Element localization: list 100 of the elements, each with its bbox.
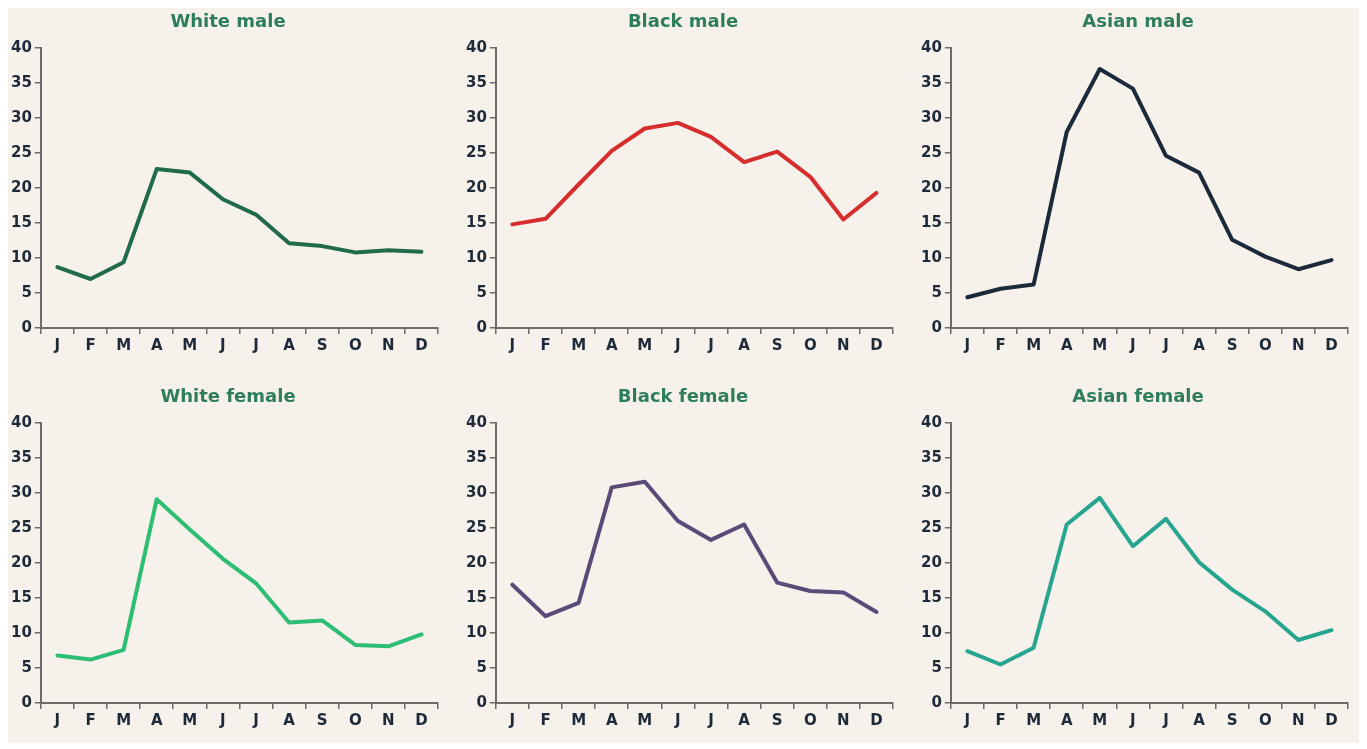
x-tick-label: A xyxy=(1060,335,1073,354)
x-tick-label: S xyxy=(316,710,328,729)
x-tick-label: M xyxy=(116,335,132,354)
y-tick-label: 25 xyxy=(921,142,942,161)
y-tick-label: 20 xyxy=(921,177,942,196)
y-tick-label: 40 xyxy=(921,412,942,431)
chart-title: Asian male xyxy=(1082,10,1194,33)
x-tick-label: A xyxy=(605,710,618,729)
x-tick-label: M xyxy=(1026,335,1042,354)
x-tick-label: O xyxy=(348,335,362,354)
x-tick-label: M xyxy=(116,710,132,729)
y-tick-label: 10 xyxy=(921,247,942,266)
x-tick-label: A xyxy=(1060,710,1073,729)
y-tick-label: 15 xyxy=(921,587,942,606)
x-tick-label: M xyxy=(182,335,198,354)
x-tick-label: M xyxy=(637,710,653,729)
y-tick-label: 10 xyxy=(466,622,487,641)
y-tick-label: 40 xyxy=(11,412,32,431)
y-tick-label: 40 xyxy=(11,37,32,56)
y-tick-label: 0 xyxy=(476,692,487,711)
x-tick-label: A xyxy=(738,335,751,354)
x-tick-label: N xyxy=(1292,335,1305,354)
y-tick-label: 10 xyxy=(921,622,942,641)
y-tick-label: 5 xyxy=(476,282,487,301)
y-tick-label: 20 xyxy=(921,552,942,571)
x-tick-label: M xyxy=(1092,710,1108,729)
x-tick-label: J xyxy=(674,335,681,354)
x-tick-label: A xyxy=(738,710,751,729)
x-tick-label: J xyxy=(252,335,259,354)
y-tick-label: 15 xyxy=(466,212,487,231)
x-tick-label: J xyxy=(53,710,61,729)
x-tick-label: M xyxy=(571,710,587,729)
x-tick-label: D xyxy=(870,335,883,354)
x-tick-label: J xyxy=(707,710,714,729)
y-tick-label: 25 xyxy=(11,517,32,536)
x-tick-label: A xyxy=(1193,335,1206,354)
y-tick-label: 40 xyxy=(466,37,487,56)
x-tick-label: J xyxy=(53,335,61,354)
x-tick-label: J xyxy=(1129,335,1136,354)
y-tick-label: 30 xyxy=(11,482,32,501)
x-tick-label: M xyxy=(1026,710,1042,729)
x-tick-label: A xyxy=(1193,710,1206,729)
x-tick-label: O xyxy=(803,335,817,354)
x-tick-label: J xyxy=(508,710,516,729)
x-tick-label: F xyxy=(540,710,551,729)
y-tick-label: 10 xyxy=(11,247,32,266)
x-tick-label: J xyxy=(963,335,971,354)
x-tick-label: M xyxy=(637,335,653,354)
y-tick-label: 20 xyxy=(466,177,487,196)
x-tick-label: N xyxy=(382,335,395,354)
x-tick-label: J xyxy=(1162,710,1169,729)
y-tick-label: 35 xyxy=(921,447,942,466)
chart-title: Asian female xyxy=(1072,384,1204,408)
x-tick-label: S xyxy=(771,335,783,354)
x-tick-label: D xyxy=(415,710,428,729)
x-tick-label: S xyxy=(316,335,328,354)
x-tick-label: D xyxy=(870,710,883,729)
y-tick-label: 35 xyxy=(466,447,487,466)
y-tick-label: 0 xyxy=(931,692,942,711)
y-tick-label: 20 xyxy=(11,552,32,571)
y-tick-label: 5 xyxy=(931,282,942,301)
x-tick-label: N xyxy=(837,335,850,354)
y-tick-label: 0 xyxy=(476,317,487,336)
y-tick-label: 10 xyxy=(11,622,32,641)
x-tick-label: S xyxy=(1226,335,1238,354)
x-tick-label: N xyxy=(382,710,395,729)
x-tick-label: D xyxy=(415,335,428,354)
x-tick-label: F xyxy=(540,335,551,354)
y-tick-label: 35 xyxy=(466,72,487,91)
x-tick-label: A xyxy=(150,710,163,729)
x-tick-label: S xyxy=(1226,710,1238,729)
y-tick-label: 35 xyxy=(11,72,32,91)
y-tick-label: 20 xyxy=(11,177,32,196)
y-tick-label: 5 xyxy=(21,657,32,676)
y-tick-label: 35 xyxy=(921,72,942,91)
x-tick-label: O xyxy=(1258,710,1272,729)
x-tick-label: D xyxy=(1325,710,1338,729)
y-tick-label: 30 xyxy=(921,107,942,126)
x-tick-label: J xyxy=(963,710,971,729)
x-tick-label: J xyxy=(707,335,714,354)
chart-title: White male xyxy=(170,10,286,33)
y-tick-label: 5 xyxy=(21,282,32,301)
y-tick-label: 5 xyxy=(931,657,942,676)
x-tick-label: M xyxy=(571,335,587,354)
x-tick-label: A xyxy=(605,335,618,354)
x-tick-label: J xyxy=(508,335,516,354)
x-tick-label: O xyxy=(1258,335,1272,354)
x-tick-label: J xyxy=(219,710,226,729)
x-tick-label: A xyxy=(150,335,163,354)
x-tick-label: A xyxy=(283,710,296,729)
x-tick-label: J xyxy=(1129,710,1136,729)
x-tick-label: N xyxy=(837,710,850,729)
y-tick-label: 0 xyxy=(931,317,942,336)
y-tick-label: 25 xyxy=(11,142,32,161)
y-tick-label: 20 xyxy=(466,552,487,571)
y-tick-label: 40 xyxy=(921,37,942,56)
x-tick-label: O xyxy=(803,710,817,729)
y-tick-label: 0 xyxy=(21,692,32,711)
y-tick-label: 30 xyxy=(466,107,487,126)
x-tick-label: J xyxy=(252,710,259,729)
